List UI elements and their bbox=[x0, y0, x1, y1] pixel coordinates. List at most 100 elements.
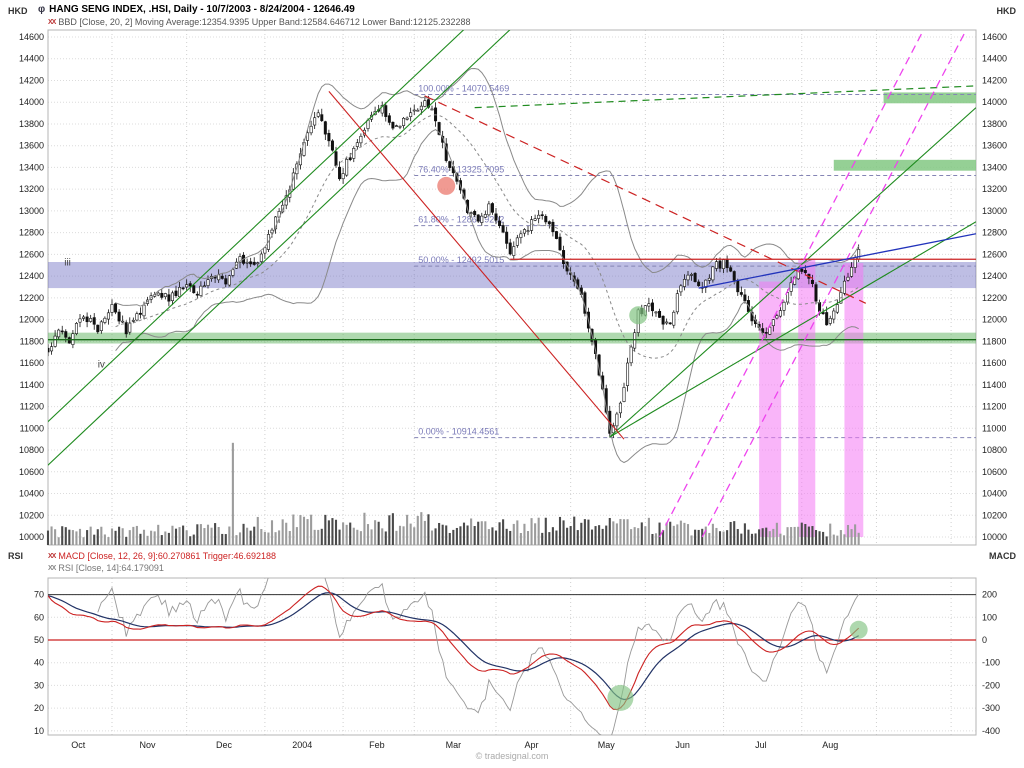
price-tick-left: 11600 bbox=[20, 358, 44, 368]
lower-panel bbox=[48, 594, 976, 641]
macd-tick: 0 bbox=[982, 635, 987, 645]
rsi-axis-title: RSI bbox=[8, 551, 24, 561]
month-label: Nov bbox=[140, 740, 157, 750]
marker-circle bbox=[849, 620, 868, 639]
price-tick-right: 13400 bbox=[982, 162, 1007, 172]
price-tick-right: 12400 bbox=[982, 271, 1007, 281]
trend-line bbox=[48, 30, 511, 466]
green-support-zone bbox=[48, 332, 976, 344]
trend-line bbox=[328, 90, 625, 440]
price-tick-right: 12200 bbox=[982, 293, 1007, 303]
price-tick-left: 11000 bbox=[20, 423, 44, 433]
macd-legend[interactable]: XX MACD [Close, 12, 26, 9]:60.270861 Trig… bbox=[48, 551, 276, 561]
month-label: 2004 bbox=[292, 740, 312, 750]
price-tick-left: 12200 bbox=[19, 293, 44, 303]
bbd-legend-text: BBD [Close, 20, 2] Moving Average:12354.… bbox=[58, 17, 471, 27]
month-label: Jun bbox=[675, 740, 690, 750]
price-tick-left: 14600 bbox=[19, 32, 44, 42]
currency-label-left: HKD bbox=[8, 6, 28, 16]
macd-tick: -300 bbox=[982, 703, 1000, 713]
wave-label: iv bbox=[98, 359, 105, 370]
instrument-icon: φ bbox=[38, 4, 46, 15]
lower-indicator-lines bbox=[48, 578, 860, 735]
price-tick-right: 13800 bbox=[982, 119, 1007, 129]
price-tick-right: 10000 bbox=[982, 532, 1007, 542]
price-tick-right: 11600 bbox=[982, 358, 1006, 368]
macd-axis-title: MACD bbox=[989, 551, 1016, 561]
month-label: Jul bbox=[755, 740, 767, 750]
price-tick-right: 14000 bbox=[982, 97, 1007, 107]
price-tick-left: 11200 bbox=[20, 402, 44, 412]
watermark: © tradesignal.com bbox=[475, 751, 549, 761]
price-tick-right: 12600 bbox=[982, 249, 1007, 259]
price-tick-right: 13600 bbox=[982, 141, 1007, 151]
month-label: Dec bbox=[216, 740, 233, 750]
month-label: Oct bbox=[71, 740, 86, 750]
marker-circle bbox=[607, 684, 634, 711]
trend-line bbox=[48, 30, 465, 423]
price-tick-right: 14400 bbox=[982, 54, 1007, 64]
macd-line bbox=[48, 585, 860, 711]
rsi-tick: 50 bbox=[34, 635, 44, 645]
fib-label: 100.00% - 14070.5469 bbox=[418, 84, 509, 94]
price-tick-left: 14000 bbox=[19, 97, 44, 107]
price-tick-right: 12800 bbox=[982, 228, 1007, 238]
price-tick-left: 10400 bbox=[19, 489, 44, 499]
pink-column bbox=[759, 281, 782, 537]
macd-tick: -400 bbox=[982, 726, 1000, 736]
rsi-tick: 20 bbox=[34, 703, 44, 713]
pink-column bbox=[844, 263, 864, 537]
price-tick-left: 10600 bbox=[19, 467, 44, 477]
price-tick-left: 12800 bbox=[19, 228, 44, 238]
price-tick-left: 11800 bbox=[20, 336, 44, 346]
fib-label: 0.00% - 10914.4561 bbox=[418, 427, 499, 437]
price-tick-left: 10000 bbox=[19, 532, 44, 542]
trend-lines bbox=[48, 30, 976, 538]
month-label: May bbox=[598, 740, 616, 750]
rsi-tick: 60 bbox=[34, 612, 44, 622]
trend-line bbox=[658, 31, 924, 538]
rsi-tick: 10 bbox=[34, 726, 44, 736]
price-tick-right: 12000 bbox=[982, 315, 1007, 325]
price-tick-right: 14200 bbox=[982, 75, 1007, 85]
indicator-icon: XX bbox=[48, 553, 56, 560]
macd-legend-text: MACD [Close, 12, 26, 9]:60.270861 Trigge… bbox=[58, 551, 276, 561]
chart-title-bar: φ HANG SENG INDEX, .HSI, Daily - 10/7/20… bbox=[38, 4, 355, 15]
bbd-legend[interactable]: XX BBD [Close, 20, 2] Moving Average:1235… bbox=[48, 17, 471, 27]
price-tick-left: 14400 bbox=[19, 54, 44, 64]
fibonacci-levels: 100.00% - 14070.5469 76.40% - 13325.7095 6… bbox=[414, 84, 976, 439]
marker-circle bbox=[437, 176, 456, 195]
price-tick-left: 12400 bbox=[19, 271, 44, 281]
price-tick-left: 13400 bbox=[19, 162, 44, 172]
price-tick-left: 11400 bbox=[20, 380, 44, 390]
price-tick-right: 10800 bbox=[982, 445, 1007, 455]
indicator-icon: XX bbox=[48, 19, 56, 26]
month-label: Mar bbox=[446, 740, 462, 750]
price-tick-left: 14200 bbox=[19, 75, 44, 85]
price-tick-left: 13600 bbox=[19, 141, 44, 151]
trend-line bbox=[701, 31, 966, 538]
price-tick-left: 12000 bbox=[19, 315, 44, 325]
green-target-zone-1 bbox=[833, 159, 976, 171]
trend-line bbox=[698, 233, 976, 289]
rsi-legend[interactable]: XX RSI [Close, 14]:64.179091 bbox=[48, 563, 164, 573]
price-tick-left: 12600 bbox=[19, 249, 44, 259]
price-tick-right: 10400 bbox=[982, 489, 1007, 499]
macd-tick: 100 bbox=[982, 612, 997, 622]
green-target-zone-2 bbox=[883, 92, 976, 104]
price-tick-right: 10600 bbox=[982, 467, 1007, 477]
macd-tick: -200 bbox=[982, 680, 1000, 690]
macd-tick: 200 bbox=[982, 590, 997, 600]
macd-tick: -100 bbox=[982, 658, 1000, 668]
price-tick-right: 13200 bbox=[982, 184, 1007, 194]
rsi-legend-text: RSI [Close, 14]:64.179091 bbox=[58, 563, 164, 573]
trend-line bbox=[609, 221, 976, 438]
price-tick-right: 14600 bbox=[982, 32, 1007, 42]
price-tick-left: 13800 bbox=[19, 119, 44, 129]
volume-bars bbox=[46, 442, 860, 545]
rsi-tick: 70 bbox=[34, 590, 44, 600]
month-label: Aug bbox=[822, 740, 838, 750]
